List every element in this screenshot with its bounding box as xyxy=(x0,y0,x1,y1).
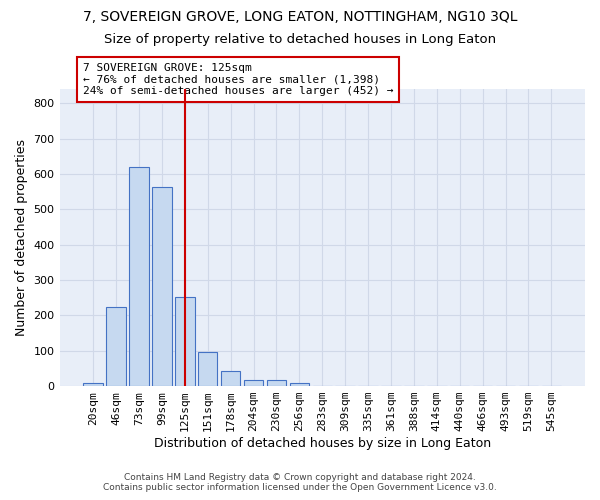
Bar xyxy=(290,382,309,386)
Y-axis label: Number of detached properties: Number of detached properties xyxy=(15,139,28,336)
X-axis label: Distribution of detached houses by size in Long Eaton: Distribution of detached houses by size … xyxy=(154,437,491,450)
Bar xyxy=(129,167,149,386)
Bar xyxy=(244,380,263,386)
Bar xyxy=(152,187,172,386)
Text: Size of property relative to detached houses in Long Eaton: Size of property relative to detached ho… xyxy=(104,32,496,46)
Text: 7 SOVEREIGN GROVE: 125sqm
← 76% of detached houses are smaller (1,398)
24% of se: 7 SOVEREIGN GROVE: 125sqm ← 76% of detac… xyxy=(83,63,394,96)
Bar xyxy=(221,371,241,386)
Bar xyxy=(175,297,194,386)
Text: Contains HM Land Registry data © Crown copyright and database right 2024.
Contai: Contains HM Land Registry data © Crown c… xyxy=(103,473,497,492)
Bar xyxy=(83,384,103,386)
Text: 7, SOVEREIGN GROVE, LONG EATON, NOTTINGHAM, NG10 3QL: 7, SOVEREIGN GROVE, LONG EATON, NOTTINGH… xyxy=(83,10,517,24)
Bar xyxy=(267,380,286,386)
Bar xyxy=(106,306,126,386)
Bar xyxy=(198,352,217,386)
